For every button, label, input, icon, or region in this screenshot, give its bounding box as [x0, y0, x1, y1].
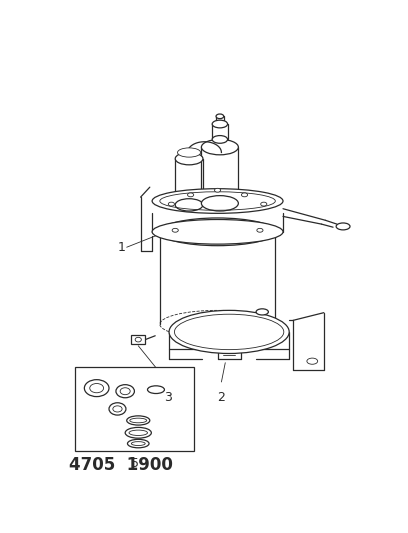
Ellipse shape	[202, 196, 238, 211]
Ellipse shape	[168, 202, 175, 206]
Text: 1: 1	[117, 241, 125, 254]
Ellipse shape	[336, 223, 350, 230]
Ellipse shape	[84, 379, 109, 397]
Ellipse shape	[152, 220, 283, 244]
Ellipse shape	[125, 427, 151, 438]
Ellipse shape	[261, 202, 267, 206]
Ellipse shape	[152, 189, 283, 213]
Ellipse shape	[242, 193, 248, 197]
Ellipse shape	[257, 228, 263, 232]
Text: 5: 5	[131, 457, 139, 471]
Ellipse shape	[160, 218, 275, 246]
Text: 2: 2	[217, 391, 225, 404]
Ellipse shape	[175, 152, 203, 165]
Text: 4705  1900: 4705 1900	[69, 456, 173, 474]
Ellipse shape	[116, 385, 134, 398]
Ellipse shape	[169, 310, 289, 353]
Ellipse shape	[212, 135, 228, 143]
Ellipse shape	[188, 193, 194, 197]
Text: 4: 4	[268, 318, 275, 330]
Ellipse shape	[307, 358, 318, 364]
Ellipse shape	[113, 406, 122, 412]
Ellipse shape	[202, 140, 238, 155]
Ellipse shape	[216, 114, 224, 119]
Text: 3: 3	[164, 391, 171, 404]
Bar	[75, 367, 195, 451]
Ellipse shape	[256, 309, 268, 315]
Ellipse shape	[148, 386, 164, 393]
Bar	[131, 335, 145, 344]
Ellipse shape	[175, 199, 203, 211]
Ellipse shape	[127, 416, 150, 425]
Ellipse shape	[127, 439, 149, 448]
Ellipse shape	[90, 384, 104, 393]
Ellipse shape	[109, 403, 126, 415]
Ellipse shape	[177, 148, 201, 157]
Ellipse shape	[120, 387, 130, 394]
Ellipse shape	[172, 228, 178, 232]
Ellipse shape	[212, 120, 228, 128]
Ellipse shape	[215, 188, 221, 192]
